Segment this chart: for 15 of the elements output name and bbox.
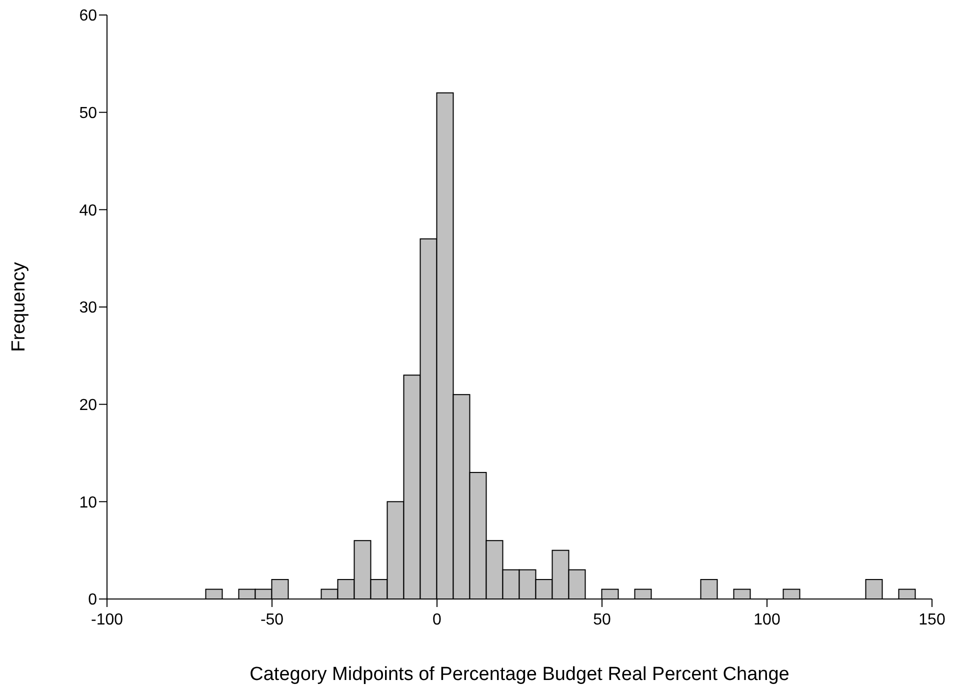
y-tick-label: 40 (79, 202, 98, 220)
x-tick-label: 150 (918, 611, 946, 628)
y-tick-label: 10 (79, 494, 98, 512)
y-tick-label: 30 (79, 300, 98, 317)
y-tick-label: 50 (79, 105, 98, 122)
x-tick-label: -100 (90, 611, 124, 628)
x-axis-title: Category Midpoints of Percentage Budget Real Percent Change (250, 664, 790, 685)
y-tick-label: 60 (79, 8, 98, 25)
y-axis-title: Frequency (8, 262, 30, 352)
x-tick-label: 100 (754, 611, 780, 628)
y-tick-label: 20 (79, 397, 98, 414)
x-tick-label: 0 (432, 611, 442, 628)
x-tick-label: 50 (593, 611, 611, 628)
x-tick-label: -50 (260, 611, 284, 628)
y-tick-label: 0 (88, 592, 98, 609)
